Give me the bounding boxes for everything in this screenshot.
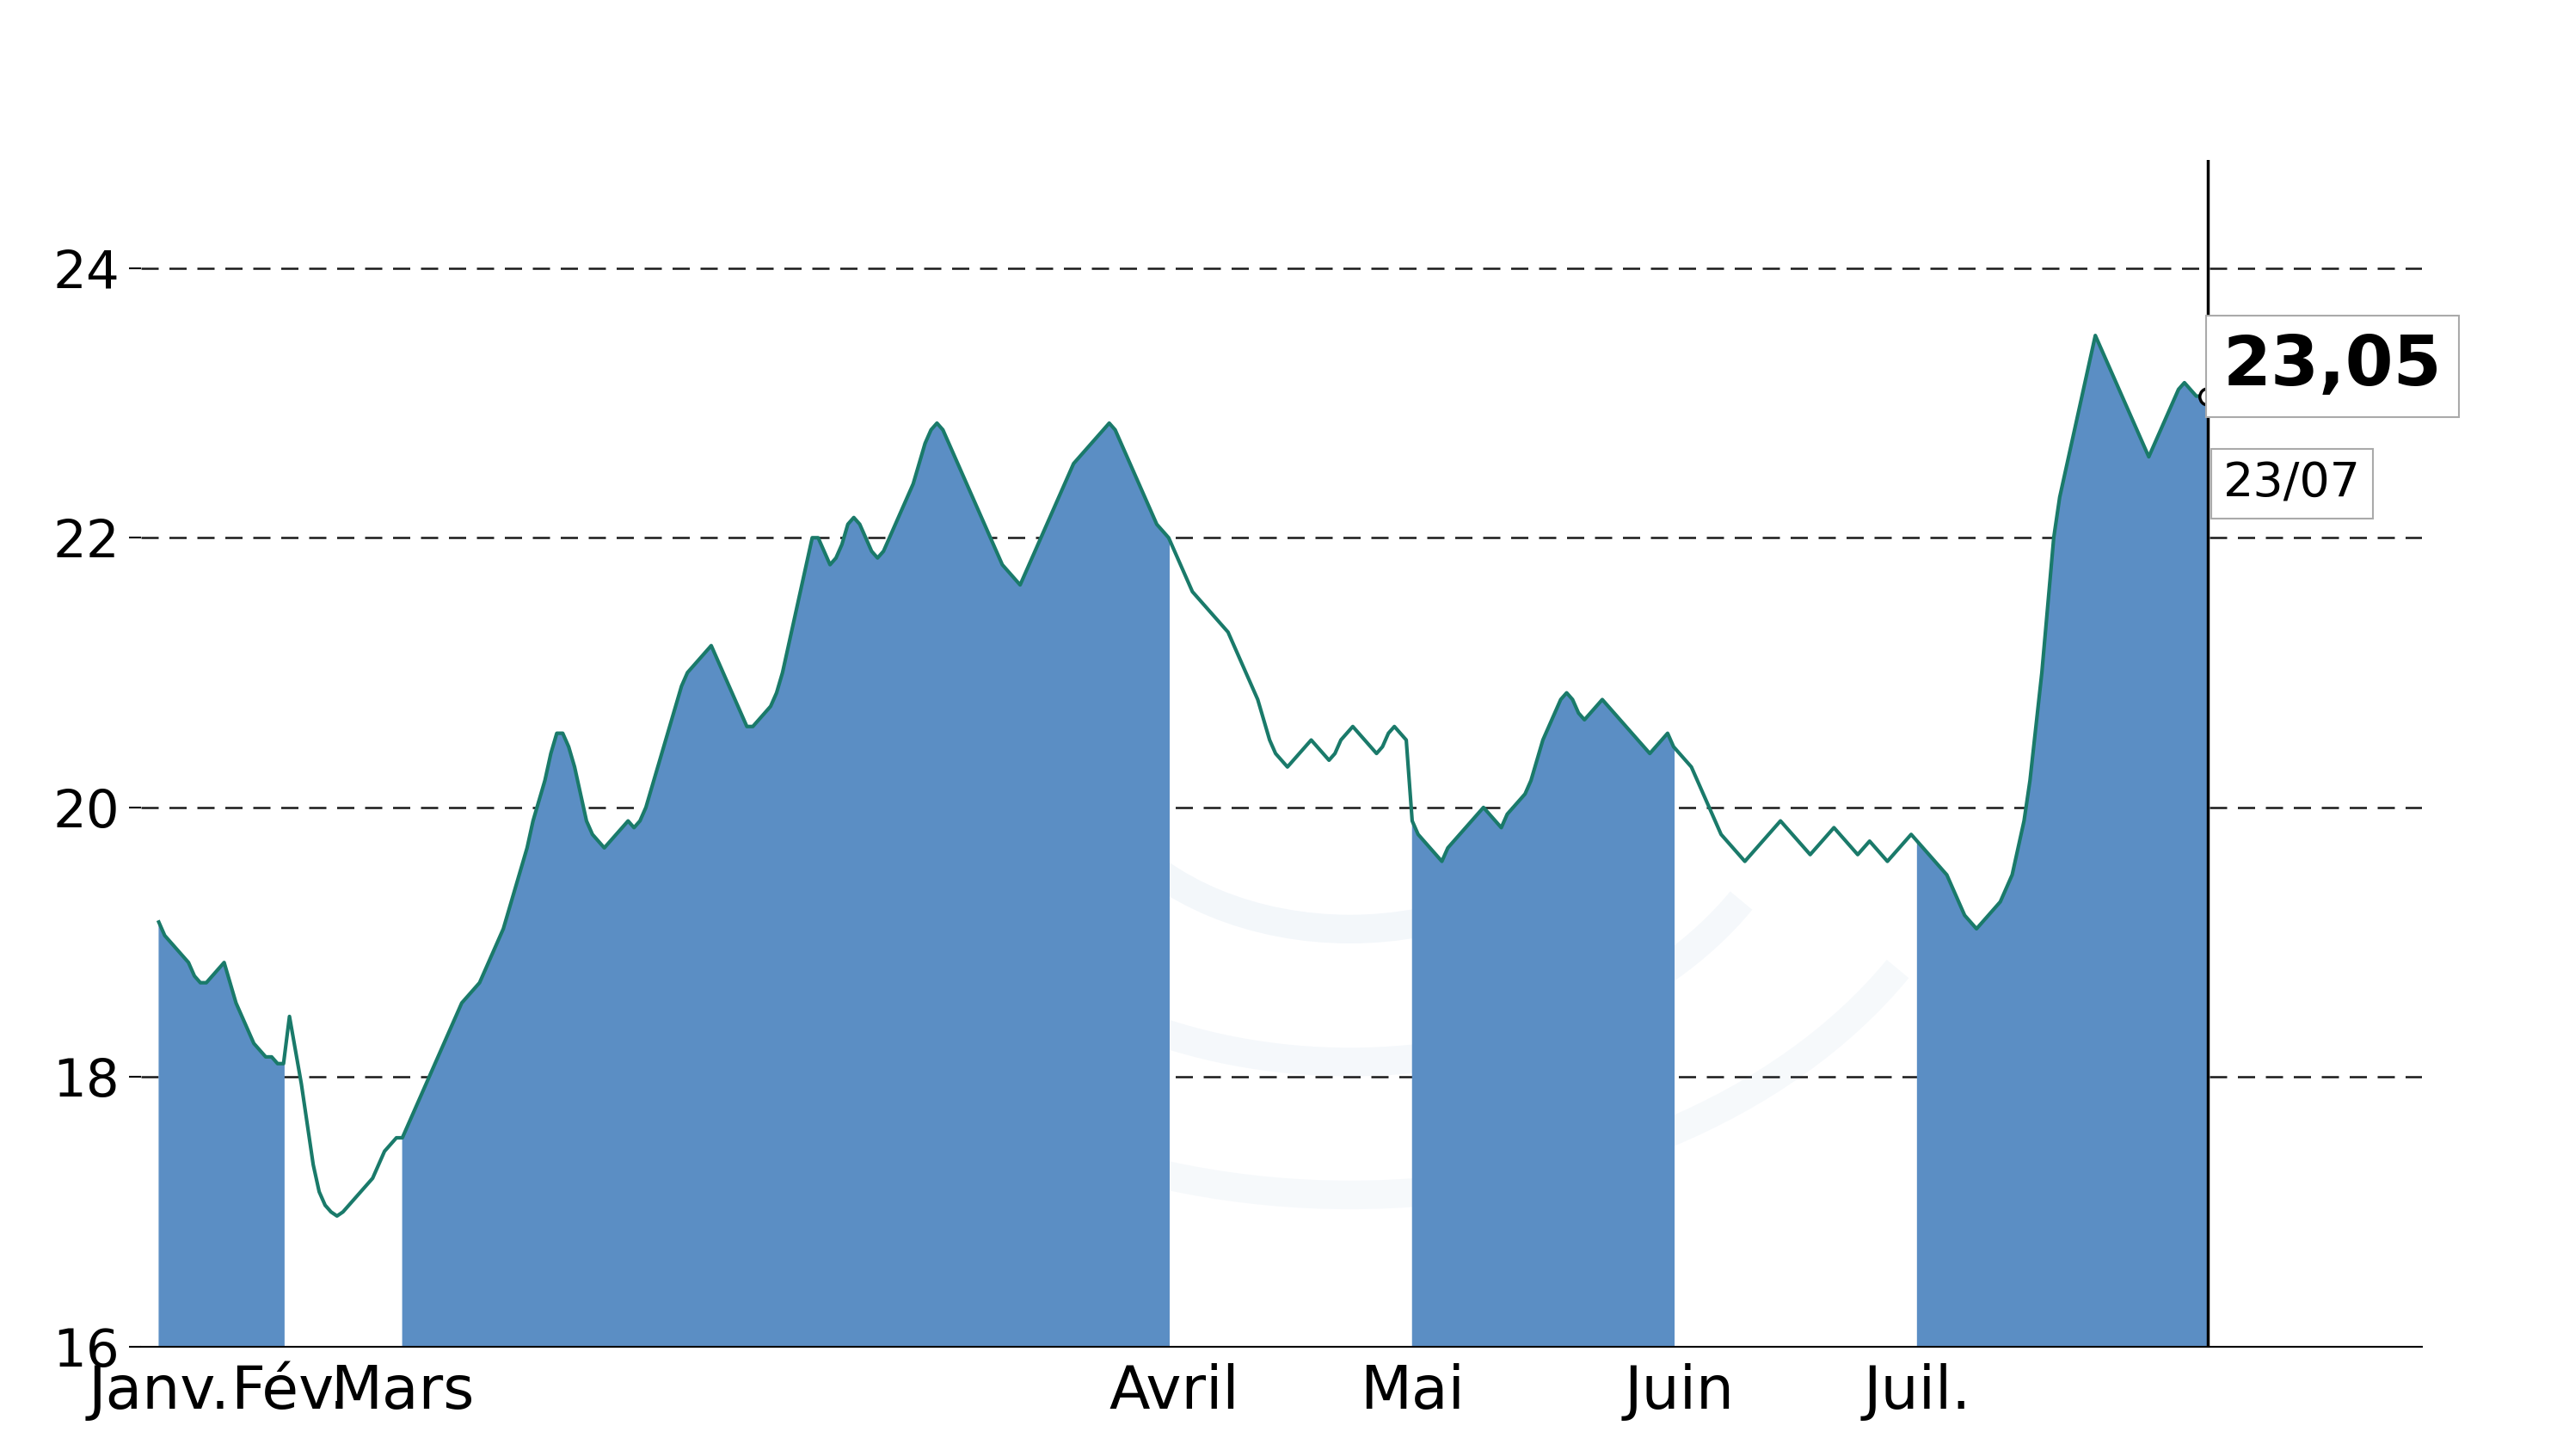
Text: 23,05: 23,05 [2222,333,2443,400]
Text: 23/07: 23/07 [2222,460,2361,507]
Text: EXCLUSIVE NETWORKS: EXCLUSIVE NETWORKS [551,22,2012,131]
